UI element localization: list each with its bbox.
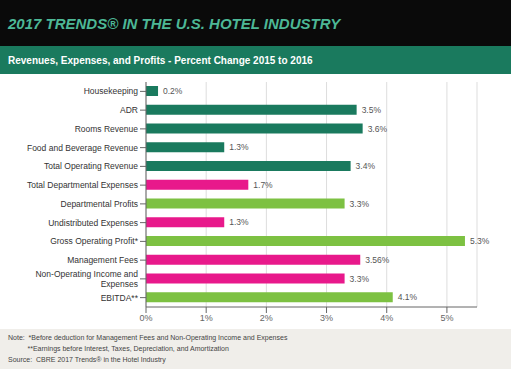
svg-text:Food and Beverage Revenue: Food and Beverage Revenue bbox=[27, 143, 138, 153]
svg-text:5%: 5% bbox=[440, 313, 453, 323]
svg-text:Total Operating Revenue: Total Operating Revenue bbox=[44, 161, 138, 171]
svg-text:4.1%: 4.1% bbox=[398, 292, 418, 302]
svg-text:Gross Operating Profit*: Gross Operating Profit* bbox=[50, 236, 139, 246]
svg-text:3.6%: 3.6% bbox=[368, 124, 388, 134]
svg-text:Departmental Profits: Departmental Profits bbox=[61, 199, 138, 209]
svg-text:3.56%: 3.56% bbox=[365, 255, 390, 265]
svg-text:5.3%: 5.3% bbox=[470, 236, 490, 246]
html-text:**Earnings before Interest, Ta: **Earnings before Interest, Taxes, Depre… bbox=[8, 345, 229, 352]
svg-text:Housekeeping: Housekeeping bbox=[84, 86, 139, 96]
svg-text:EBITDA**: EBITDA** bbox=[101, 293, 139, 303]
svg-text:1.3%: 1.3% bbox=[229, 142, 249, 152]
svg-text:3.4%: 3.4% bbox=[356, 161, 376, 171]
svg-text:ADR: ADR bbox=[120, 105, 138, 115]
html-text:Source: CBRE 2017 Trends® in t: Source: CBRE 2017 Trends® in the Hotel I… bbox=[8, 356, 166, 363]
svg-text:0.2%: 0.2% bbox=[163, 86, 183, 96]
svg-text:Undistributed Expenses: Undistributed Expenses bbox=[48, 218, 138, 228]
svg-text:Total Departmental Expenses: Total Departmental Expenses bbox=[27, 180, 138, 190]
svg-text:Rooms Revenue: Rooms Revenue bbox=[75, 124, 139, 134]
svg-text:1.7%: 1.7% bbox=[253, 180, 273, 190]
svg-text:3.5%: 3.5% bbox=[362, 105, 382, 115]
svg-text:3%: 3% bbox=[320, 313, 333, 323]
svg-text:2%: 2% bbox=[260, 313, 273, 323]
svg-text:3.3%: 3.3% bbox=[350, 274, 370, 284]
html-text:2017 TRENDS® IN THE U.S. HOTEL: 2017 TRENDS® IN THE U.S. HOTEL INDUSTRY bbox=[8, 14, 341, 32]
svg-text:1.3%: 1.3% bbox=[229, 217, 249, 227]
svg-text:4%: 4% bbox=[380, 313, 393, 323]
html-text:Note: *Before deduction for Ma: Note: *Before deduction for Management F… bbox=[8, 334, 288, 341]
svg-text:0%: 0% bbox=[139, 313, 152, 323]
svg-text:Management Fees: Management Fees bbox=[67, 255, 138, 265]
svg-text:1%: 1% bbox=[200, 313, 213, 323]
html-text:Revenues, Expenses, and Profit: Revenues, Expenses, and Profits - Percen… bbox=[8, 54, 313, 66]
svg-text:Non-Operating Income andExpens: Non-Operating Income andExpenses bbox=[35, 269, 138, 289]
svg-text:3.3%: 3.3% bbox=[350, 199, 370, 209]
